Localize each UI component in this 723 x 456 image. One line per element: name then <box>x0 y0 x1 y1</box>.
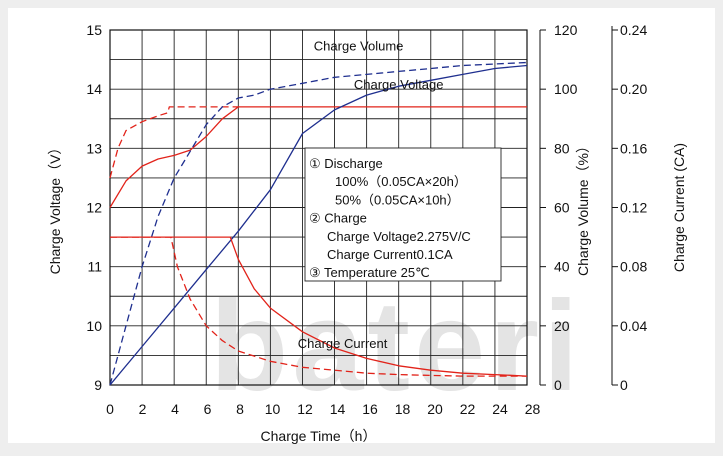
x-tick-label: 14 <box>330 401 346 417</box>
x-tick-label: 16 <box>362 401 378 417</box>
x-tick-label: 22 <box>460 401 476 417</box>
legend-box-line: ① Discharge <box>309 156 383 171</box>
legend-box-line: ② Charge <box>309 211 367 226</box>
voltage-tick-label: 11 <box>87 259 102 275</box>
x-tick-label: 24 <box>492 401 508 417</box>
volume-tick-label: 40 <box>554 259 570 275</box>
current-axis-label: Charge Current (CA) <box>671 143 687 272</box>
series-line-current-50 <box>110 236 527 377</box>
current-tick-label: 0.16 <box>620 140 647 156</box>
volume-tick-label: 60 <box>554 200 570 216</box>
voltage-tick-label: 12 <box>86 200 102 216</box>
x-tick-label: 2 <box>139 401 147 417</box>
annotations: Charge Volume Charge Voltage Charge Curren… <box>298 39 444 351</box>
current-tick-label: 0.20 <box>620 81 647 97</box>
x-tick-label: 6 <box>204 401 212 417</box>
x-tick-label: 20 <box>427 401 443 417</box>
x-tick-label: 18 <box>395 401 411 417</box>
x-tick-label: 12 <box>297 401 313 417</box>
x-tick-label: 4 <box>171 401 179 417</box>
volume-tick-label: 100 <box>554 81 578 97</box>
current-tick-label: 0.08 <box>620 259 647 275</box>
legend-box-line: 100%（0.05CA×20h） <box>335 174 467 189</box>
x-tick-label: 28 <box>525 401 541 417</box>
series-line-voltage-50 <box>109 106 239 179</box>
voltage-tick-label: 14 <box>86 81 102 97</box>
volume-axis-label: Charge Volume（%） <box>575 139 591 276</box>
annotation-label: Charge Current <box>298 336 388 351</box>
watermark: bateri <box>210 275 583 418</box>
voltage-tick-label: 10 <box>86 318 102 334</box>
x-tick-label: 8 <box>236 401 244 417</box>
legend-box: ① Discharge 100%（0.05CA×20h） 50%（0.05CA×10… <box>304 147 502 282</box>
x-axis-label: Charge Time（h） <box>261 428 377 444</box>
series-group <box>109 61 528 386</box>
volume-tick-label: 120 <box>554 22 578 38</box>
legend-box-line: 50%（0.05CA×10h） <box>335 192 460 207</box>
series-line-current-100 <box>110 236 528 377</box>
volume-tick-label: 80 <box>554 140 570 156</box>
legend-box-line: Charge Voltage2.275V/C <box>327 229 471 244</box>
legend-box-frame <box>304 147 502 282</box>
volume-tick-label: 20 <box>554 318 570 334</box>
legend-box-line: Charge Current0.1CA <box>327 247 453 262</box>
volume-tick-label: 0 <box>554 377 562 393</box>
series-line-volume-100 <box>109 64 528 386</box>
annotation-label: Charge Volume <box>314 39 404 54</box>
voltage-tick-label: 15 <box>86 22 102 38</box>
x-tick-label: 0 <box>106 401 114 417</box>
annotation-label: Charge Voltage <box>354 77 444 92</box>
series-line-voltage-100 <box>109 106 527 208</box>
legend-box-line: ③ Temperature 25℃ <box>309 265 430 280</box>
current-tick-label: 0.04 <box>620 318 647 334</box>
current-tick-label: 0.24 <box>620 22 647 38</box>
current-tick-label: 0 <box>620 377 628 393</box>
current-tick-label: 0.12 <box>620 200 647 216</box>
voltage-tick-label: 13 <box>86 140 102 156</box>
voltage-tick-label: 9 <box>94 377 102 393</box>
x-tick-label: 10 <box>265 401 281 417</box>
voltage-axis-label: Charge Voltage（V） <box>47 141 63 275</box>
